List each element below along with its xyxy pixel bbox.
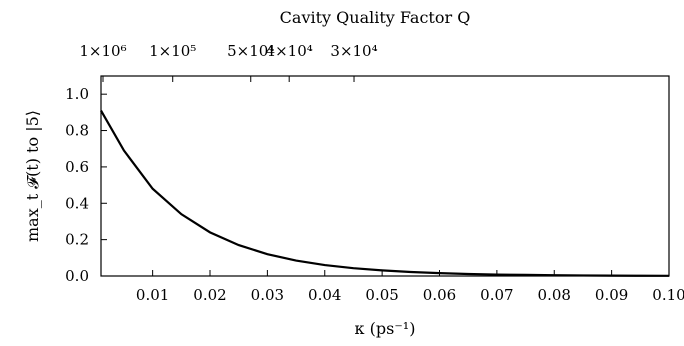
ticks-layer: [101, 76, 670, 277]
y-tick-label: 0.4: [65, 194, 89, 212]
x-tick-label: 0.01: [136, 286, 169, 304]
labels-layer: 0.01 0.02 0.03 0.04 0.05 0.06 0.07 0.08 0.09 0.10…: [65, 42, 684, 304]
top-tick-label: 4×10⁴: [266, 42, 313, 60]
y-tick-label: 0.2: [65, 231, 89, 249]
y-tick-label: 0.0: [65, 267, 89, 285]
x-tick-label: 0.04: [308, 286, 341, 304]
x-tick-label: 0.03: [251, 286, 284, 304]
x-tick-label: 0.08: [538, 286, 571, 304]
x-tick-label: 0.10: [652, 286, 684, 304]
y-tick-label: 1.0: [65, 85, 89, 103]
top-tick-label: 3×10⁴: [330, 42, 377, 60]
y-tick-label: 0.8: [65, 122, 89, 140]
y-tick-label: 0.6: [65, 158, 89, 176]
top-tick-label: 5×10⁴: [227, 42, 274, 60]
plot-frame: [100, 75, 670, 277]
x-tick-label: 0.05: [365, 286, 398, 304]
x-axis-title: κ (ps⁻¹): [355, 319, 416, 338]
top-tick-label: 1×10⁶: [79, 42, 126, 60]
x-tick-label: 0.09: [595, 286, 628, 304]
x-tick-label: 0.02: [193, 286, 226, 304]
top-axis-title: Cavity Quality Factor Q: [280, 8, 471, 27]
y-axis-title: max_t 𝓕(t) to |5⟩: [23, 110, 42, 242]
x-tick-label: 0.06: [423, 286, 456, 304]
series-curve: [100, 110, 670, 277]
top-tick-label: 1×10⁵: [149, 42, 196, 60]
x-tick-label: 0.07: [480, 286, 513, 304]
